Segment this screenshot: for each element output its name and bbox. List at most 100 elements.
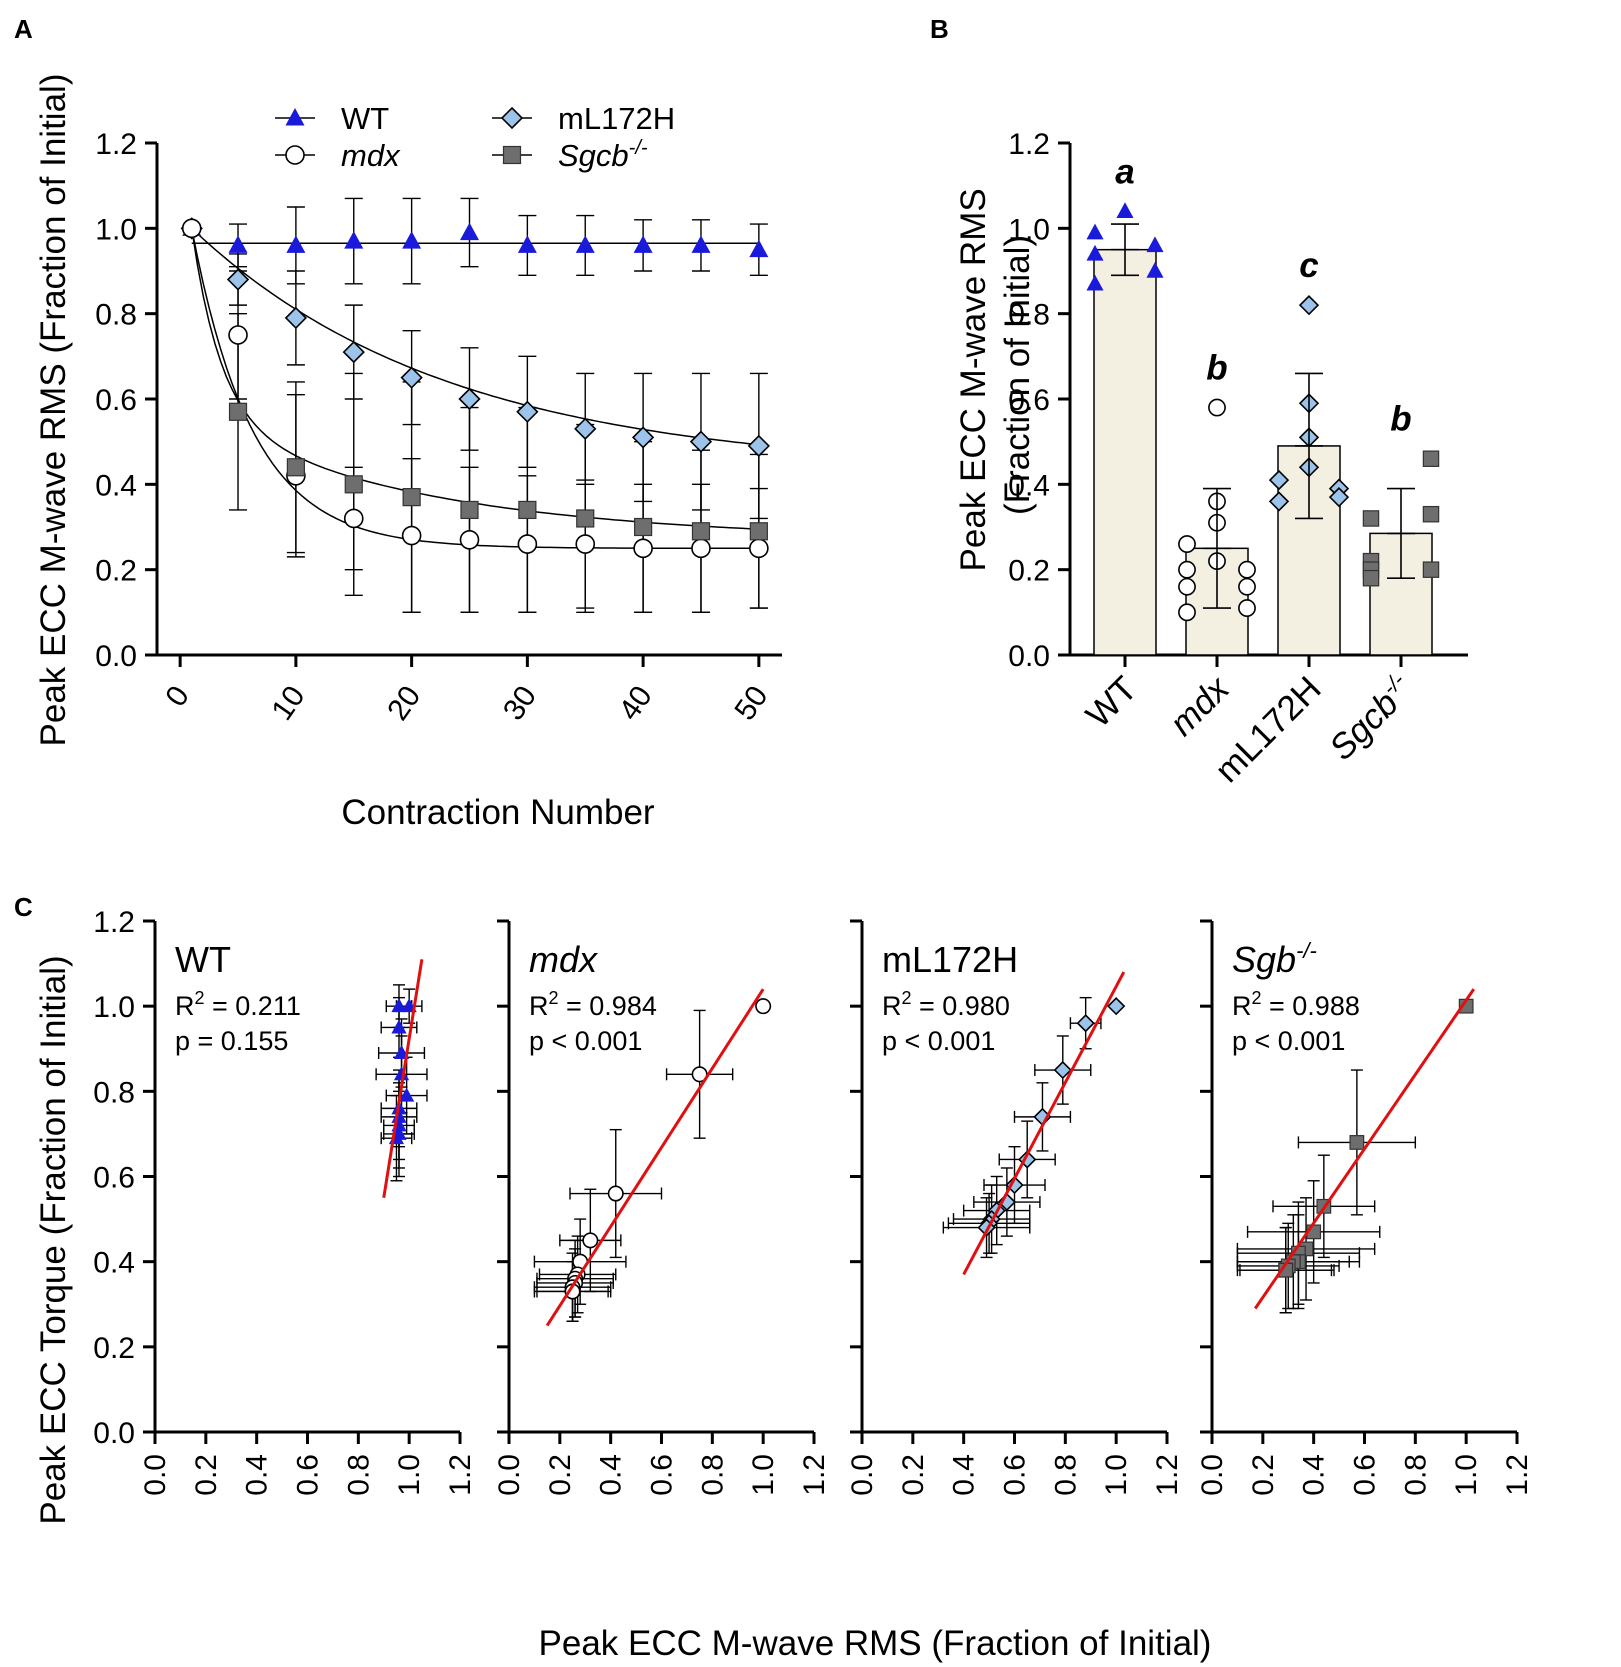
- panel-b-mdx-point: [1178, 603, 1196, 622]
- panel-a-wt-point: [575, 235, 595, 253]
- panel-c-y-tick-label: 0.2: [93, 1332, 135, 1365]
- panel-c-ml172h-x-tick-label: 0.2: [897, 1454, 930, 1496]
- panel-c-wt-x-tick-label: 0.4: [241, 1454, 274, 1496]
- panel-b-mdx-point: [1238, 599, 1256, 617]
- panel-c-mdx-x-tick-label: 1.2: [798, 1454, 831, 1496]
- panel-c-sgcb-x-tick-label: 1.0: [1450, 1454, 1483, 1496]
- panel-b-y-tick-label: 1.0: [1008, 213, 1050, 246]
- panel-c-sgcb-x-tick-label: 0.0: [1196, 1454, 1229, 1496]
- panel-b-bar-chart: Peak ECC M-wave RMS (Fraction of Initial…: [954, 128, 1468, 790]
- panel-a-wt-point: [517, 235, 537, 253]
- panel-c-scatter-plots: Peak ECC Torque (Fraction of Initial) Pe…: [34, 906, 1534, 1663]
- panel-b-significance-sgcb: b: [1390, 400, 1411, 439]
- panel-c-sgcb-x-tick-label: 1.2: [1501, 1454, 1534, 1496]
- panel-a-ml172h-point: [400, 366, 423, 389]
- legend-label-text-ml172h: mL172H: [558, 101, 675, 136]
- panel-c-mdx-x-tick-label: 1.0: [747, 1454, 780, 1496]
- panel-a-sgcb-point: [460, 500, 479, 520]
- panel-a-x-tick-label: 30: [497, 680, 543, 726]
- panel-c-ml172h-r-squared-label: R: [882, 991, 902, 1021]
- panel-b-significance-wt: a: [1115, 152, 1134, 191]
- panel-a-y-axis-title: Peak ECC M-wave RMS (Fraction of Initial…: [34, 74, 73, 747]
- panel-c-y-tick-label: 0.0: [93, 1417, 135, 1450]
- legend-label-text-mdx: mdx: [341, 138, 401, 173]
- panel-a-x-tick-label: 40: [613, 680, 659, 726]
- panel-c-sgcb-r-squared-value: = 0.988: [1262, 991, 1360, 1021]
- panel-b-y-axis-title: Peak ECC M-wave RMS (Fraction of Initial…: [954, 179, 1037, 572]
- panel-c-mdx-p-value: p < 0.001: [529, 1026, 642, 1056]
- panel-c-wt-x-tick-label: 1.2: [444, 1454, 477, 1496]
- panel-b-x-tick-label-text-mdx: mdx: [1162, 668, 1237, 743]
- panel-b-y-tick-label: 0.6: [1008, 384, 1050, 417]
- panel-a-mdx-point: [517, 534, 538, 554]
- panel-c-mdx-r-squared-label: R: [529, 991, 549, 1021]
- panel-c-ml172h-point: [1018, 1150, 1037, 1169]
- legend-label-text-sgcb: Sgcb: [558, 138, 629, 173]
- panel-b-significance-ml172h: c: [1299, 246, 1318, 285]
- panel-c-mdx-title: mdx: [529, 939, 599, 980]
- panel-c-wt-r-squared-value: = 0.211: [205, 991, 301, 1021]
- panel-c-wt-x-tick-label: 0.8: [342, 1454, 375, 1496]
- panel-c-wt-r-squared-sup: 2: [195, 988, 205, 1008]
- panel-b-wt-point: [1116, 202, 1134, 219]
- panel-b-mdx-point: [1178, 560, 1196, 579]
- panel-c-subplot-sgcb: 0.0 0.2 0.4 0.6 0.8 1.0 1.2 Sgb-/- R2 = 0.988 p <…: [1196, 919, 1534, 1496]
- panel-c-mdx-x-tick-label: 0.0: [493, 1454, 526, 1496]
- panel-c-wt-point: [391, 998, 407, 1013]
- panel-c-mdx-regression-line: [545, 988, 765, 1327]
- panel-c-ml172h-title: mL172H: [882, 939, 1018, 980]
- panel-a-wt-point: [286, 235, 306, 253]
- panel-c-subplot-mdx: 0.0 0.2 0.4 0.6 0.8 1.0 1.2 mdx R2 = 0.984 p < 0.…: [493, 919, 831, 1496]
- panel-b-y-tick-label: 0.0: [1008, 640, 1050, 673]
- panel-c-sgcb-title-text: Sgb: [1232, 939, 1296, 980]
- panel-c-wt-regression-line: [382, 959, 424, 1199]
- panel-c-mdx-x-tick-label: 0.8: [696, 1454, 729, 1496]
- legend-item-wt: WT: [275, 101, 389, 136]
- panel-c-wt-r-squared: R2 = 0.211: [175, 988, 301, 1021]
- panel-a-x-tick-label: 0: [159, 680, 196, 713]
- panel-b-mdx-point: [1178, 535, 1196, 553]
- legend-label-text-wt: WT: [341, 101, 389, 136]
- legend-marker-sgcb: [502, 145, 522, 165]
- panel-c-subplot-ml172h: 0.0 0.2 0.4 0.6 0.8 1.0 1.2 mL172H R2 = 0.980 p <…: [846, 919, 1184, 1496]
- panel-a-wt-point: [633, 235, 653, 253]
- panel-a-y-tick-label: 0.8: [95, 299, 137, 332]
- panel-b-mdx-point: [1238, 560, 1256, 579]
- panel-a-sgcb-point: [518, 500, 537, 520]
- legend-label-sup-sgcb: -/-: [629, 137, 648, 159]
- panel-a-x-tick-label: 10: [265, 680, 311, 726]
- panel-c-x-axis-title: Peak ECC M-wave RMS (Fraction of Initial…: [539, 1624, 1212, 1663]
- panel-b-y-tick-label: 0.8: [1008, 299, 1050, 332]
- panel-a-sgcb-point: [344, 475, 363, 494]
- panel-c-ml172h-point: [1053, 1060, 1072, 1080]
- panel-c-ml172h-x-tick-label: 1.2: [1151, 1454, 1184, 1496]
- panel-a-wt-point: [228, 235, 248, 253]
- panel-c-sgcb-title-sup: -/-: [1296, 938, 1317, 963]
- panel-a-y-tick-label: 0.0: [95, 640, 137, 673]
- panel-a-mdx-point: [633, 538, 653, 559]
- panel-c-mdx-title-text: mdx: [529, 939, 599, 980]
- panel-c-wt-title-text: WT: [175, 939, 231, 980]
- panel-a-wt-point: [460, 222, 479, 241]
- panel-c-wt-x-tick-label: 1.0: [393, 1454, 426, 1496]
- panel-c-ml172h-r-squared-value: = 0.980: [912, 991, 1010, 1021]
- panel-a-mdx-fit-curve: [190, 228, 759, 550]
- panel-a-ml172h-point: [458, 387, 481, 411]
- panel-a-line-chart: Peak ECC M-wave RMS (Fraction of Initial…: [34, 74, 782, 832]
- panel-c-wt-r-squared-label: R: [175, 991, 195, 1021]
- panel-c-wt-title: WT: [175, 939, 231, 980]
- panel-c-mdx-x-tick-label: 0.2: [544, 1454, 577, 1496]
- panel-c-y-axis-title: Peak ECC Torque (Fraction of Initial): [34, 955, 73, 1524]
- panel-label-c: C: [14, 892, 33, 922]
- panel-c-sgcb-title: Sgb-/-: [1232, 938, 1317, 980]
- panel-a-sgcb-point: [634, 517, 653, 537]
- panel-b-ml172h-point: [1298, 295, 1320, 316]
- panel-b-wt-point: [1146, 262, 1164, 278]
- legend-item-mdx: mdx: [275, 138, 401, 173]
- panel-a-wt-point: [749, 239, 769, 258]
- panel-a-ml172h-point: [516, 400, 539, 423]
- panel-c-mdx-r-squared-value: = 0.984: [559, 991, 657, 1021]
- panel-b-x-tick-label-sgcb: Sgcb-/-: [1321, 668, 1421, 768]
